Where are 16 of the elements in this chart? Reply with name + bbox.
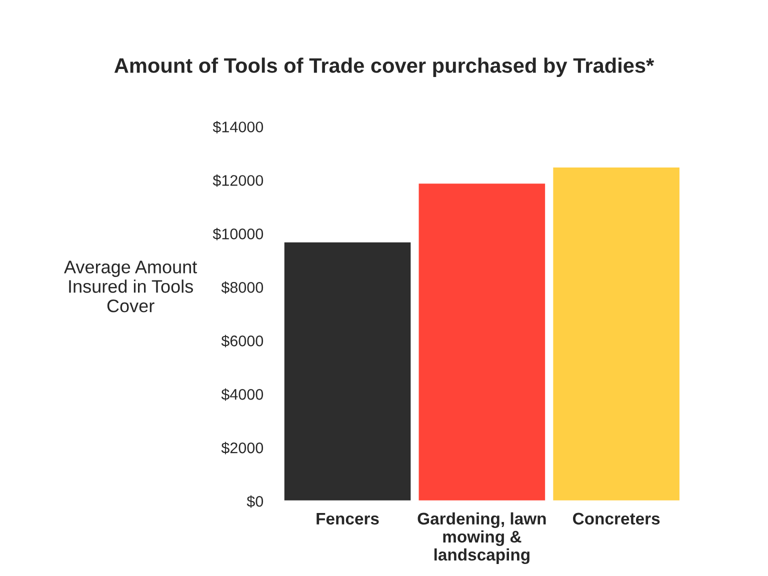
bar [282, 241, 412, 502]
y-axis-title: Average Amount Insured in Tools Cover [64, 260, 198, 312]
bar [417, 182, 546, 502]
y-tick-label: $14000 [212, 120, 264, 134]
y-tick-label: $10000 [212, 228, 264, 240]
y-tick-label: $2000 [221, 442, 264, 454]
x-tick-label: Fencers [316, 512, 379, 525]
y-tick-label: $12000 [212, 174, 264, 187]
x-tick-label: Concreters [573, 512, 660, 525]
chart-title: Amount of Tools of Trade cover purchased by Tradies* [114, 58, 654, 78]
bar [552, 166, 681, 502]
y-tick-label: $6000 [221, 334, 264, 348]
y-tick-label: $0 [246, 495, 264, 508]
y-tick-label: $8000 [221, 281, 264, 294]
y-tick-label: $4000 [221, 388, 264, 401]
x-tick-label: Gardening, lawn mowing & landscaping [418, 512, 546, 564]
